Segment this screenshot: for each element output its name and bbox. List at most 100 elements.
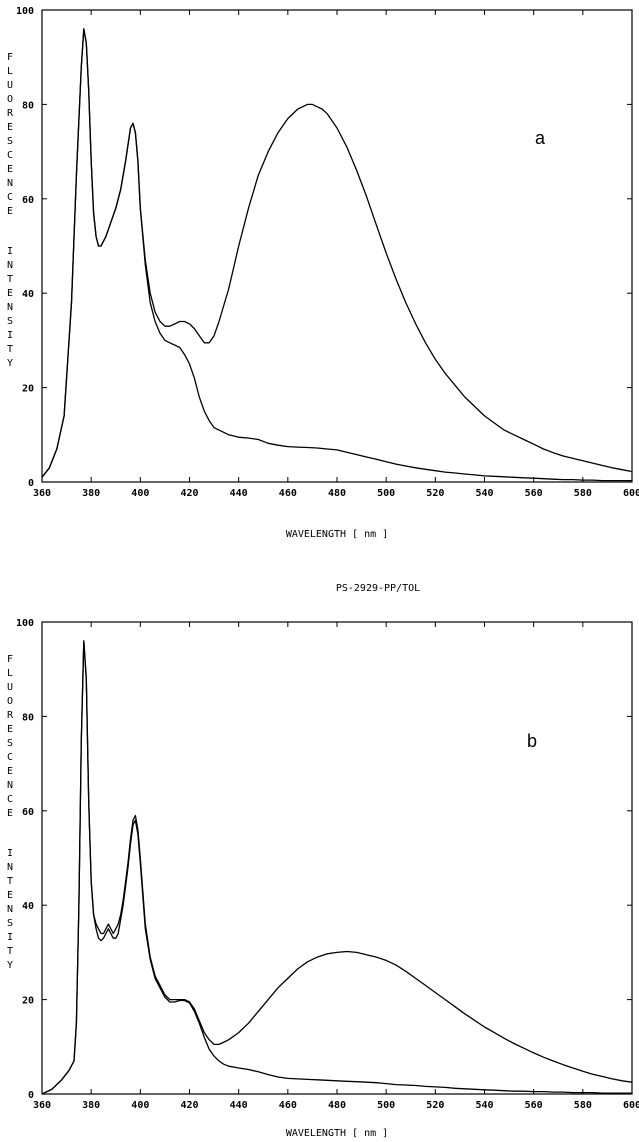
x-tick-label: 540 [475, 1100, 493, 1111]
y-axis-title-letter: R [7, 710, 14, 721]
y-axis-title-letter: C [7, 752, 13, 763]
y-axis-title-letter: I [7, 330, 13, 341]
y-axis-title-letter: T [7, 274, 13, 285]
y-axis-title-letter: R [7, 108, 14, 119]
x-tick-label: 400 [131, 488, 149, 499]
y-axis-title-letter: Y [7, 960, 13, 971]
x-tick-label: 520 [426, 1100, 444, 1111]
y-axis-title-letter: O [7, 696, 13, 707]
x-tick-label: 380 [82, 1100, 100, 1111]
x-tick-label: 580 [574, 1100, 592, 1111]
y-axis-title-letter: Y [7, 358, 13, 369]
x-axis-title: WAVELENGTH [ nm ] [286, 1128, 388, 1139]
y-axis-title-letter: C [7, 192, 13, 203]
y-axis-title-letter: U [7, 80, 13, 91]
y-tick-label: 60 [22, 195, 34, 206]
x-tick-label: 460 [279, 488, 297, 499]
x-axis: 360 380 400 420 440 460 480 500 520 540 560 580 600 [33, 10, 639, 499]
x-axis-title: WAVELENGTH [ nm ] [286, 529, 388, 540]
y-axis-title-letter: T [7, 876, 13, 887]
x-tick-label: 440 [230, 488, 248, 499]
x-axis: 360 380 400 420 440 460 480 500 520 540 560 580 600 [33, 622, 639, 1111]
x-tick-label: 400 [131, 1100, 149, 1111]
y-axis-title-letter: T [7, 946, 13, 957]
y-axis-title-letter: T [7, 344, 13, 355]
y-tick-label: 20 [22, 384, 34, 395]
y-tick-label: 20 [22, 996, 34, 1007]
x-tick-label: 460 [279, 1100, 297, 1111]
y-axis-title-letter: S [7, 918, 13, 929]
x-tick-label: 580 [574, 488, 592, 499]
y-axis: 0 20 40 60 80 100 [16, 618, 632, 1101]
y-axis-title-letter: L [7, 66, 13, 77]
y-tick-label: 0 [28, 478, 34, 489]
y-axis-title-letter: N [7, 260, 13, 271]
y-axis-title-letter: S [7, 136, 13, 147]
x-tick-label: 540 [475, 488, 493, 499]
x-tick-label: 380 [82, 488, 100, 499]
y-axis-title-letter: E [7, 890, 13, 901]
y-tick-label: 100 [16, 618, 34, 629]
y-axis-title-letter: N [7, 780, 13, 791]
series-line-2 [41, 640, 632, 1095]
y-axis: 0 20 40 60 80 100 [16, 6, 632, 489]
y-axis-title-letter: C [7, 150, 13, 161]
x-tick-label: 440 [230, 1100, 248, 1111]
x-tick-label: 420 [180, 1100, 198, 1111]
y-axis-title-letter: N [7, 302, 13, 313]
series-line-1 [41, 28, 633, 478]
y-axis-title-letter: S [7, 316, 13, 327]
y-axis-title-letter: N [7, 178, 13, 189]
x-tick-label: 420 [180, 488, 198, 499]
y-axis-title-letter: E [7, 724, 13, 735]
y-axis-title-letter: O [7, 94, 13, 105]
y-tick-label: 40 [22, 901, 34, 912]
panel-label: b [527, 731, 537, 751]
y-axis-title-letter: N [7, 862, 13, 873]
y-axis-title-letter: I [7, 932, 13, 943]
series-line-1 [41, 640, 633, 1095]
x-tick-label: 600 [623, 488, 639, 499]
y-axis-title-letter: E [7, 122, 13, 133]
x-tick-label: 480 [328, 488, 346, 499]
y-axis-title-letter: E [7, 206, 13, 217]
panel-label: a [535, 128, 546, 148]
plot-frame [41, 9, 633, 483]
y-axis-title-letter: N [7, 904, 13, 915]
series-lines [41, 28, 633, 482]
y-tick-label: 80 [22, 712, 34, 723]
y-axis-title-letter: C [7, 794, 13, 805]
series-lines [41, 640, 633, 1095]
y-axis-title-letter: I [7, 246, 13, 257]
x-tick-label: 520 [426, 488, 444, 499]
x-tick-label: 500 [377, 488, 395, 499]
x-tick-label: 360 [33, 488, 51, 499]
y-tick-label: 80 [22, 100, 34, 111]
y-axis-title-letter: U [7, 682, 13, 693]
y-tick-label: 0 [28, 1090, 34, 1101]
y-axis-title-letter: F [7, 654, 13, 665]
x-tick-label: 560 [525, 488, 543, 499]
x-tick-label: 600 [623, 1100, 639, 1111]
y-tick-label: 100 [16, 6, 34, 17]
y-tick-label: 40 [22, 289, 34, 300]
y-tick-label: 60 [22, 807, 34, 818]
x-tick-label: 480 [328, 1100, 346, 1111]
y-axis-title-letter: E [7, 288, 13, 299]
series-line-2 [41, 28, 632, 482]
chart-title: PS-2929-PP/TOL [336, 583, 420, 594]
x-tick-label: 360 [33, 1100, 51, 1111]
y-axis-title-letter: L [7, 668, 13, 679]
y-axis-title-letter: E [7, 164, 13, 175]
plot-frame [41, 621, 633, 1095]
y-axis-title-letter: E [7, 766, 13, 777]
y-axis-title-letter: S [7, 738, 13, 749]
x-tick-label: 500 [377, 1100, 395, 1111]
y-axis-title-letter: E [7, 808, 13, 819]
y-axis-title-letter: I [7, 848, 13, 859]
